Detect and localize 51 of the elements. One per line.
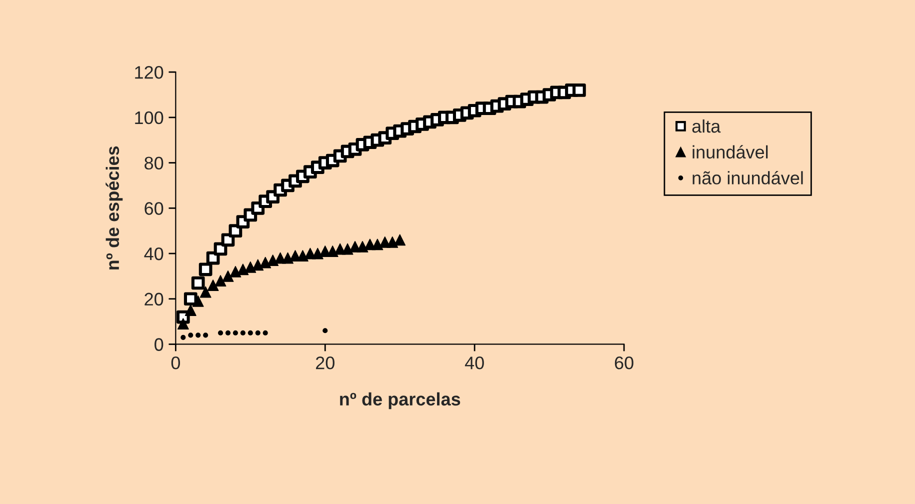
point xyxy=(214,275,226,286)
point xyxy=(248,330,253,336)
point xyxy=(200,286,212,298)
point xyxy=(192,295,204,307)
legend-label: não inundável xyxy=(692,170,803,184)
x-tick-label: 20 xyxy=(316,356,334,370)
y-tick-label: 0 xyxy=(154,338,164,351)
point xyxy=(572,84,586,97)
point xyxy=(394,234,406,246)
point xyxy=(255,330,260,336)
legend-label: alta xyxy=(692,119,721,133)
point xyxy=(180,334,186,340)
point xyxy=(218,330,224,336)
point xyxy=(312,248,324,260)
y-tick-label: 20 xyxy=(144,292,164,306)
point xyxy=(244,261,256,273)
x-axis-title: nº de parcelas xyxy=(340,392,460,410)
point xyxy=(260,256,272,268)
y-tick-label: 60 xyxy=(144,202,164,215)
point xyxy=(222,270,234,282)
y-tick-label: 40 xyxy=(144,247,164,260)
point xyxy=(198,262,212,276)
x-tick-label: 40 xyxy=(464,356,484,370)
point xyxy=(207,280,219,291)
point xyxy=(372,238,384,250)
point xyxy=(232,330,238,336)
point xyxy=(386,236,398,248)
x-tick-label: 60 xyxy=(614,356,634,370)
point xyxy=(191,276,205,290)
y-axis-title: nº de espécies xyxy=(106,146,123,270)
point xyxy=(184,304,196,316)
y-tick-label: 100 xyxy=(135,111,164,124)
point xyxy=(322,328,328,334)
legend-label: inundável xyxy=(692,145,768,159)
point xyxy=(230,266,242,278)
point xyxy=(188,332,194,338)
point xyxy=(282,252,294,264)
point xyxy=(252,259,264,271)
point xyxy=(225,330,231,336)
point xyxy=(184,292,198,306)
point xyxy=(196,332,201,338)
point xyxy=(237,264,249,276)
y-tick-label: 120 xyxy=(135,66,164,79)
y-tick-label: 80 xyxy=(144,156,164,170)
point xyxy=(177,318,189,330)
x-tick-label: 0 xyxy=(171,356,180,370)
point xyxy=(262,330,268,336)
point xyxy=(356,240,368,252)
point xyxy=(203,332,208,338)
point xyxy=(240,330,246,336)
point xyxy=(342,243,354,255)
